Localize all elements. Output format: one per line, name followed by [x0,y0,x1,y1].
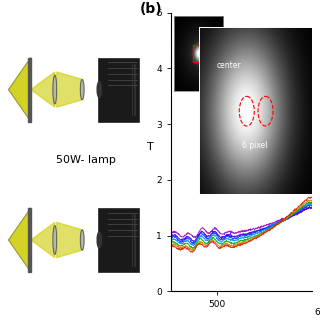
Bar [28,208,31,272]
Polygon shape [31,222,55,258]
Ellipse shape [53,226,57,254]
FancyBboxPatch shape [98,58,139,122]
Polygon shape [57,222,82,258]
Ellipse shape [80,79,84,100]
Bar [28,58,31,122]
Text: 6: 6 [315,308,320,317]
Polygon shape [9,58,31,122]
Polygon shape [31,72,55,107]
Ellipse shape [53,75,57,104]
Text: 50W- lamp: 50W- lamp [56,155,116,165]
Ellipse shape [97,232,101,248]
FancyBboxPatch shape [98,208,139,272]
Text: (b): (b) [140,2,163,16]
Polygon shape [57,72,82,107]
Ellipse shape [80,230,84,250]
Ellipse shape [97,82,101,98]
Polygon shape [9,208,31,272]
Y-axis label: T: T [148,142,154,152]
